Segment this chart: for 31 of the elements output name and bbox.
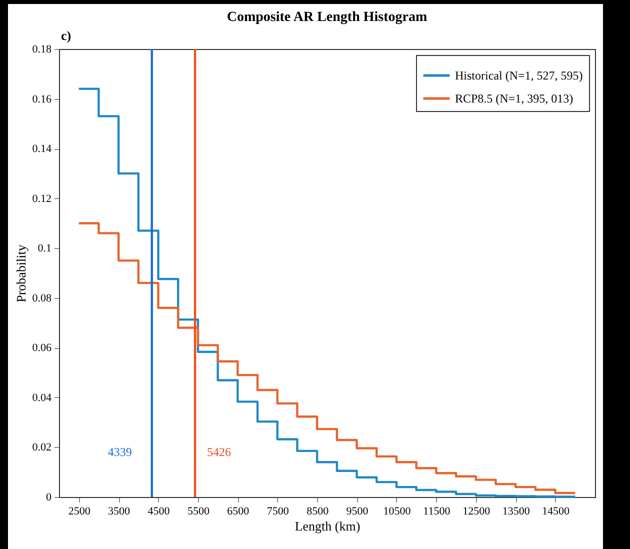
chart-title: Composite AR Length Histogram xyxy=(226,10,428,25)
x-tick-label: 3500 xyxy=(108,506,131,518)
ref-line-label: 5426 xyxy=(207,445,232,459)
x-tick-label: 8500 xyxy=(306,506,330,518)
x-tick-label: 2500 xyxy=(68,506,91,518)
y-tick-label: 0.1 xyxy=(38,242,52,255)
y-tick-label: 0.16 xyxy=(32,93,52,106)
legend-label: RCP8.5 (N=1, 395, 013) xyxy=(455,92,574,106)
x-tick-label: 12500 xyxy=(462,506,491,518)
y-tick-label: 0.06 xyxy=(32,342,52,354)
y-tick-label: 0.12 xyxy=(32,192,52,205)
x-tick-label: 7500 xyxy=(266,506,290,518)
y-axis-title: Probability xyxy=(13,244,28,302)
x-tick-label: 6500 xyxy=(227,506,250,518)
ref-line-label: 4339 xyxy=(108,445,132,459)
y-tick-label: 0.02 xyxy=(32,442,52,454)
x-tick-label: 5500 xyxy=(187,506,210,518)
x-tick-label: 10500 xyxy=(383,506,412,518)
y-tick-label: 0.18 xyxy=(32,44,52,56)
x-axis-title: Length (km) xyxy=(294,518,360,534)
y-tick-label: 0 xyxy=(46,492,52,504)
x-tick-label: 11500 xyxy=(423,506,451,518)
legend-label: Historical (N=1, 527, 595) xyxy=(455,68,583,82)
y-tick-label: 0.08 xyxy=(32,292,52,304)
text: c) xyxy=(61,28,72,43)
x-tick-label: 9500 xyxy=(346,506,369,518)
x-tick-label: 13500 xyxy=(502,506,530,518)
y-tick-label: 0.04 xyxy=(32,392,52,404)
y-tick-label: 0.14 xyxy=(32,143,52,156)
x-tick-label: 4500 xyxy=(148,506,170,518)
x-tick-label: 14500 xyxy=(542,506,570,518)
